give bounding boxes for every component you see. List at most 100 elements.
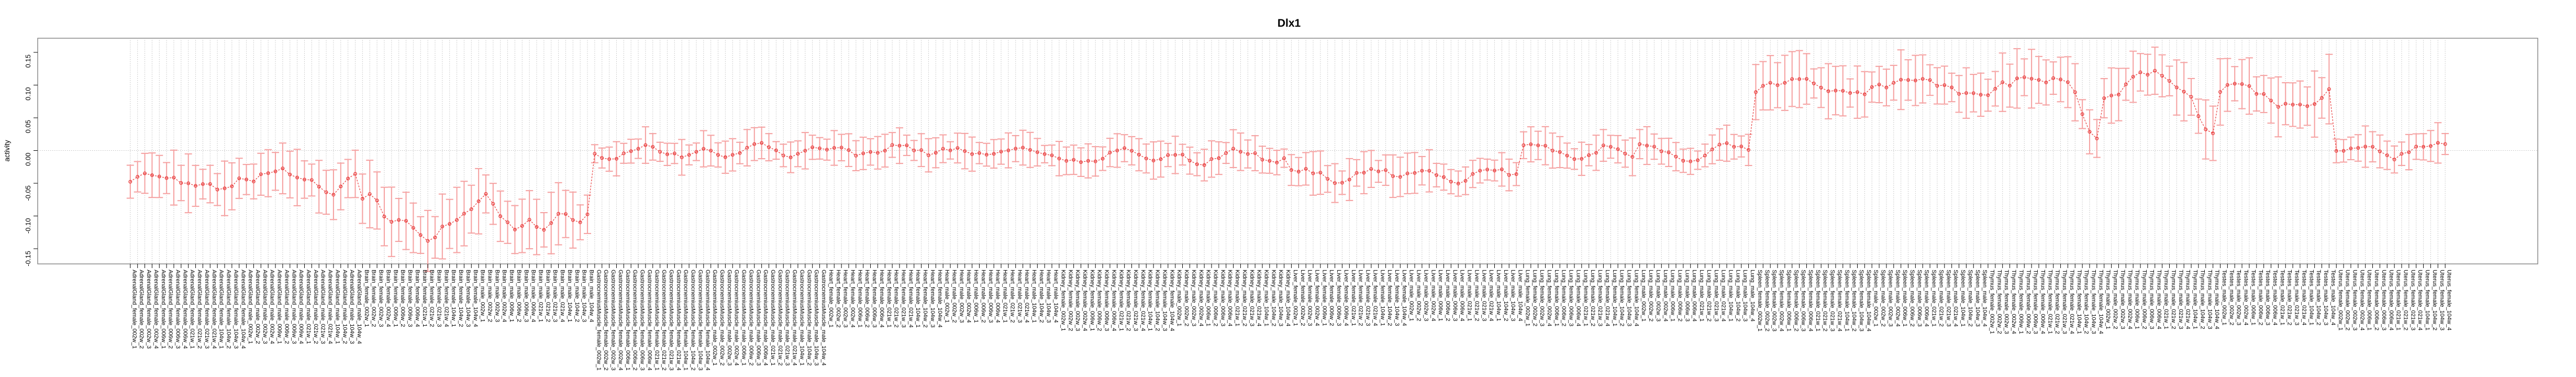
svg-text:Spleen_male_002w_2: Spleen_male_002w_2: [1880, 270, 1886, 327]
svg-text:Testes_male_104w_4: Testes_male_104w_4: [2330, 270, 2336, 325]
svg-text:Thymus_female_021w_2: Thymus_female_021w_2: [2054, 270, 2060, 334]
svg-text:Heart_female_021w_3: Heart_female_021w_3: [901, 270, 907, 328]
svg-text:AdrenalGland_male_006w_2: AdrenalGland_male_006w_2: [283, 270, 290, 344]
svg-text:Testes_male_006w_4: Testes_male_006w_4: [2272, 270, 2278, 325]
svg-text:Lung_female_002w_4: Lung_female_002w_4: [1546, 270, 1552, 326]
svg-text:Thymus_female_104w_2: Thymus_female_104w_2: [2083, 270, 2090, 334]
svg-text:GastrocnemiusMuscle_female_002: GastrocnemiusMuscle_female_002w_1: [595, 270, 602, 371]
svg-text:Thymus_male_006w_3: Thymus_male_006w_3: [2148, 270, 2155, 329]
svg-text:Heart_female_006w_2: Heart_female_006w_2: [864, 270, 870, 328]
svg-text:Kidney_male_104w_3: Kidney_male_104w_3: [1278, 270, 1284, 326]
svg-text:Lung_female_021w_2: Lung_female_021w_2: [1590, 270, 1596, 326]
svg-text:Testes_male_002w_3: Testes_male_002w_3: [2236, 270, 2242, 325]
svg-text:Kidney_male_002w_4: Kidney_male_002w_4: [1198, 270, 1204, 326]
svg-text:AdrenalGland_male_002w_4: AdrenalGland_male_002w_4: [269, 270, 275, 344]
svg-text:Brain_male_006w_2: Brain_male_006w_2: [516, 270, 522, 322]
svg-text:Thymus_female_002w_1: Thymus_female_002w_1: [1989, 270, 1995, 334]
svg-text:-0.15: -0.15: [24, 251, 32, 267]
svg-text:Heart_female_006w_3: Heart_female_006w_3: [871, 270, 878, 328]
svg-text:Kidney_male_021w_1: Kidney_male_021w_1: [1234, 270, 1240, 326]
svg-text:Spleen_female_104w_2: Spleen_female_104w_2: [1851, 270, 1857, 331]
svg-text:Uterus_female_021w_2: Uterus_female_021w_2: [2402, 270, 2408, 330]
svg-text:GastrocnemiusMuscle_female_021: GastrocnemiusMuscle_female_021w_2: [661, 270, 667, 371]
svg-text:Uterus_female_104w_1: Uterus_female_104w_1: [2424, 270, 2430, 330]
svg-text:Lung_male_002w_3: Lung_male_002w_3: [1655, 270, 1661, 321]
svg-text:Lung_female_021w_3: Lung_female_021w_3: [1597, 270, 1603, 326]
svg-text:Thymus_male_002w_2: Thymus_male_002w_2: [2112, 270, 2118, 329]
svg-text:GastrocnemiusMuscle_male_006w_: GastrocnemiusMuscle_male_006w_1: [741, 270, 747, 365]
svg-text:Kidney_female_021w_3: Kidney_female_021w_3: [1132, 270, 1139, 331]
svg-text:Brain_male_006w_1: Brain_male_006w_1: [508, 270, 515, 322]
svg-text:GastrocnemiusMuscle_male_006w_: GastrocnemiusMuscle_male_006w_3: [755, 270, 761, 365]
svg-text:Brain_male_021w_3: Brain_male_021w_3: [552, 270, 558, 322]
svg-text:Thymus_female_021w_1: Thymus_female_021w_1: [2047, 270, 2053, 334]
svg-text:AdrenalGland_male_006w_3: AdrenalGland_male_006w_3: [291, 270, 297, 344]
svg-text:Uterus_female_002w_2: Uterus_female_002w_2: [2345, 270, 2351, 330]
svg-text:AdrenalGland_male_002w_3: AdrenalGland_male_002w_3: [262, 270, 268, 344]
svg-text:Uterus_female_021w_4: Uterus_female_021w_4: [2417, 270, 2423, 330]
svg-text:Heart_female_002w_2: Heart_female_002w_2: [835, 270, 841, 328]
svg-text:Spleen_male_104w_4: Spleen_male_104w_4: [1982, 270, 1988, 327]
svg-text:Spleen_male_104w_2: Spleen_male_104w_2: [1967, 270, 1973, 327]
svg-text:Spleen_male_002w_4: Spleen_male_002w_4: [1894, 270, 1901, 327]
svg-text:GastrocnemiusMuscle_female_006: GastrocnemiusMuscle_female_006w_1: [625, 270, 631, 371]
svg-text:Lung_male_021w_4: Lung_male_021w_4: [1720, 270, 1727, 321]
svg-text:AdrenalGland_male_021w_4: AdrenalGland_male_021w_4: [327, 270, 334, 344]
svg-text:Spleen_female_104w_3: Spleen_female_104w_3: [1858, 270, 1864, 331]
svg-text:Spleen_female_002w_4: Spleen_female_002w_4: [1779, 270, 1785, 331]
svg-text:Liver_female_104w_3: Liver_female_104w_3: [1394, 270, 1400, 326]
svg-text:Spleen_male_002w_3: Spleen_male_002w_3: [1887, 270, 1893, 327]
svg-text:Kidney_male_006w_2: Kidney_male_006w_2: [1212, 270, 1218, 326]
svg-text:Lung_female_006w_2: Lung_female_006w_2: [1561, 270, 1567, 326]
svg-text:Brain_female_104w_3: Brain_female_104w_3: [465, 270, 471, 327]
svg-text:Spleen_male_006w_3: Spleen_male_006w_3: [1916, 270, 1923, 327]
svg-text:GastrocnemiusMuscle_female_006: GastrocnemiusMuscle_female_006w_3: [639, 270, 646, 371]
svg-text:Kidney_female_006w_3: Kidney_female_006w_3: [1104, 270, 1110, 331]
svg-text:Spleen_female_006w_1: Spleen_female_006w_1: [1785, 270, 1792, 331]
svg-text:AdrenalGland_female_104w_4: AdrenalGland_female_104w_4: [240, 270, 246, 349]
svg-text:Liver_female_006w_4: Liver_female_006w_4: [1343, 270, 1349, 326]
svg-text:Liver_female_002w_3: Liver_female_002w_3: [1307, 270, 1313, 326]
svg-text:Testes_male_006w_2: Testes_male_006w_2: [2257, 270, 2263, 325]
svg-text:Liver_male_006w_1: Liver_male_006w_1: [1437, 270, 1444, 321]
svg-text:AdrenalGland_male_021w_1: AdrenalGland_male_021w_1: [305, 270, 312, 344]
svg-text:Brain_female_021w_3: Brain_female_021w_3: [436, 270, 442, 327]
svg-text:Thymus_male_006w_1: Thymus_male_006w_1: [2134, 270, 2140, 329]
svg-text:Liver_female_021w_2: Liver_female_021w_2: [1358, 270, 1364, 326]
svg-text:Brain_male_006w_3: Brain_male_006w_3: [523, 270, 529, 322]
svg-text:Thymus_female_104w_1: Thymus_female_104w_1: [2076, 270, 2082, 334]
svg-text:Spleen_female_002w_3: Spleen_female_002w_3: [1771, 270, 1778, 331]
svg-text:Brain_female_002w_1: Brain_female_002w_1: [363, 270, 370, 327]
svg-text:Lung_female_104w_3: Lung_female_104w_3: [1626, 270, 1632, 326]
svg-text:GastrocnemiusMuscle_male_104w_: GastrocnemiusMuscle_male_104w_1: [798, 270, 805, 365]
svg-text:0.00: 0.00: [24, 153, 32, 166]
svg-text:Kidney_male_002w_3: Kidney_male_002w_3: [1191, 270, 1197, 326]
svg-text:Thymus_female_006w_4: Thymus_female_006w_4: [2040, 270, 2046, 334]
svg-text:GastrocnemiusMuscle_female_104: GastrocnemiusMuscle_female_104w_3: [697, 270, 703, 371]
svg-text:Heart_male_002w_1: Heart_male_002w_1: [944, 270, 950, 323]
svg-text:Kidney_male_006w_3: Kidney_male_006w_3: [1219, 270, 1226, 326]
svg-text:Liver_male_006w_3: Liver_male_006w_3: [1452, 270, 1458, 321]
svg-text:Liver_male_021w_4: Liver_male_021w_4: [1488, 270, 1494, 321]
svg-text:Lung_male_104w_1: Lung_male_104w_1: [1728, 270, 1734, 321]
svg-text:Lung_male_104w_2: Lung_male_104w_2: [1735, 270, 1741, 321]
svg-text:Liver_female_006w_1: Liver_female_006w_1: [1321, 270, 1327, 326]
svg-text:Brain_male_002w_2: Brain_male_002w_2: [486, 270, 493, 322]
svg-text:AdrenalGland_female_021w_2: AdrenalGland_female_021w_2: [196, 270, 203, 349]
svg-text:AdrenalGland_male_104w_1: AdrenalGland_male_104w_1: [334, 270, 340, 344]
svg-text:Lung_male_006w_1: Lung_male_006w_1: [1670, 270, 1676, 321]
svg-text:Spleen_female_021w_4: Spleen_female_021w_4: [1836, 270, 1842, 331]
svg-text:Lung_male_021w_3: Lung_male_021w_3: [1713, 270, 1719, 321]
svg-text:Kidney_female_104w_3: Kidney_female_104w_3: [1161, 270, 1168, 331]
svg-text:GastrocnemiusMuscle_male_104w_: GastrocnemiusMuscle_male_104w_3: [813, 270, 819, 365]
svg-text:Thymus_male_021w_4: Thymus_male_021w_4: [2185, 270, 2191, 329]
svg-text:Spleen_male_021w_1: Spleen_male_021w_1: [1931, 270, 1937, 327]
svg-text:Lung_male_021w_2: Lung_male_021w_2: [1706, 270, 1712, 321]
svg-text:Liver_male_002w_1: Liver_male_002w_1: [1408, 270, 1415, 321]
svg-text:Liver_male_002w_2: Liver_male_002w_2: [1416, 270, 1422, 321]
svg-text:Spleen_male_006w_1: Spleen_male_006w_1: [1902, 270, 1908, 327]
svg-text:Brain_male_021w_1: Brain_male_021w_1: [538, 270, 544, 322]
svg-text:AdrenalGland_female_104w_3: AdrenalGland_female_104w_3: [232, 270, 239, 349]
svg-text:Heart_female_104w_3: Heart_female_104w_3: [929, 270, 936, 328]
svg-text:AdrenalGland_male_002w_1: AdrenalGland_male_002w_1: [247, 270, 253, 344]
